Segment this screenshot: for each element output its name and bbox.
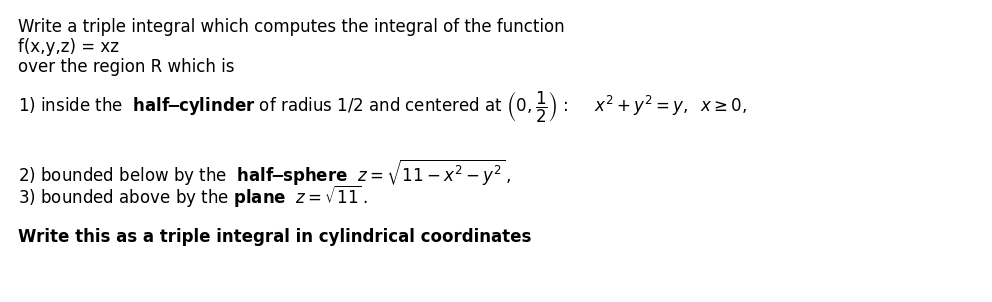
Text: 3) bounded above by the $\mathbf{plane}$  $z = \sqrt{11}\,.$: 3) bounded above by the $\mathbf{plane}$… — [18, 183, 368, 209]
Text: over the region R which is: over the region R which is — [18, 58, 234, 76]
Text: Write a triple integral which computes the integral of the function: Write a triple integral which computes t… — [18, 18, 564, 36]
Text: 1) inside the  $\mathbf{half\!\!-\!\!cylinder}$ of radius 1/2 and centered at $\: 1) inside the $\mathbf{half\!\!-\!\!cyli… — [18, 90, 747, 125]
Text: Write this as a triple integral in cylindrical coordinates: Write this as a triple integral in cylin… — [18, 228, 532, 246]
Text: 2) bounded below by the  $\mathbf{half\!\!-\!\!sphere}$  $z = \sqrt{11 - x^2 - y: 2) bounded below by the $\mathbf{half\!\… — [18, 158, 512, 188]
Text: f(x,y,z) = xz: f(x,y,z) = xz — [18, 38, 119, 56]
